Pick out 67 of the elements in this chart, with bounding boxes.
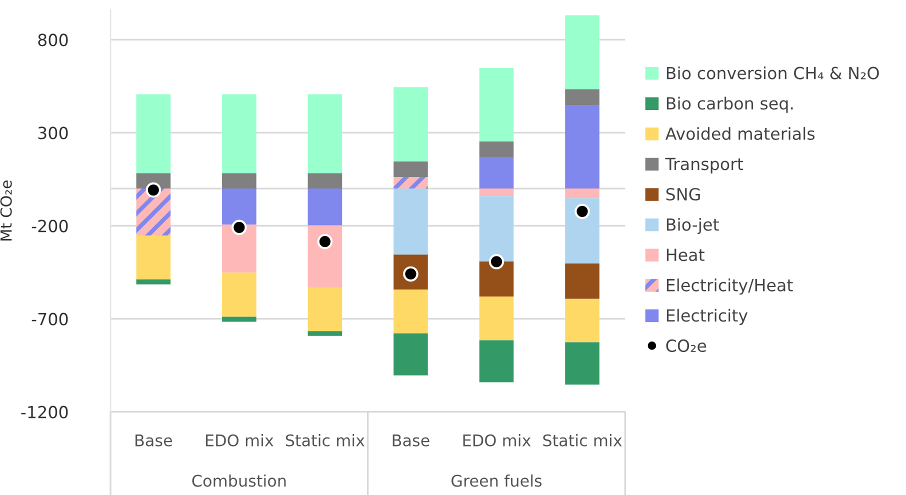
legend-label: Bio-jet — [666, 218, 719, 234]
y-tick-label: -700 — [32, 312, 68, 326]
bar — [136, 188, 171, 236]
bar — [565, 298, 600, 342]
legend-label: CO₂e — [666, 339, 706, 352]
x-tick-label: Base — [136, 434, 172, 446]
bar — [136, 94, 171, 174]
point — [232, 220, 247, 236]
legend-label: Bio conversion CH₄ & N₂O — [666, 66, 879, 80]
bar — [565, 89, 600, 105]
legend-label: Heat — [666, 248, 704, 262]
bar — [394, 290, 428, 334]
bar — [308, 173, 342, 189]
bar — [394, 177, 428, 189]
bar — [136, 279, 171, 284]
bar — [308, 188, 342, 226]
legend-label: Avoided materials — [665, 127, 815, 140]
bar — [394, 188, 428, 255]
text: Combustion — [192, 474, 286, 487]
x-tick-label: EDO mix — [206, 434, 274, 446]
bar — [222, 224, 256, 273]
y-tick-label: -1200 — [21, 406, 68, 418]
bar — [222, 272, 256, 317]
legend-label: Bio carbon seq. — [666, 96, 793, 113]
y-tick-label: 800 — [38, 34, 68, 46]
bar — [479, 158, 514, 189]
legend-label: Electricity/Heat — [666, 278, 793, 295]
bar — [479, 296, 514, 340]
bar — [308, 94, 342, 174]
bar — [479, 261, 514, 296]
point — [488, 254, 504, 270]
y-tick-label: 300 — [38, 126, 68, 140]
bar — [565, 104, 600, 189]
point — [574, 204, 590, 220]
bar — [565, 342, 600, 385]
point — [146, 182, 162, 198]
x-tick-label: Static mix — [543, 434, 622, 446]
bar — [565, 264, 600, 299]
bar — [479, 188, 514, 196]
x-tick-label: Static mix — [286, 434, 365, 446]
bar — [308, 225, 342, 288]
bar — [394, 87, 428, 162]
bar — [136, 236, 171, 280]
bar — [479, 141, 514, 158]
legend-label: Transport — [665, 158, 744, 174]
x-tick-label: Base — [392, 434, 430, 446]
bar — [394, 161, 428, 178]
bar — [222, 173, 256, 189]
legend-label: SNG — [666, 188, 700, 201]
bar — [308, 331, 342, 336]
bar — [565, 198, 600, 264]
bar — [479, 340, 514, 382]
bar — [222, 316, 256, 322]
bar — [565, 188, 600, 198]
text: Green fuels — [452, 474, 542, 487]
point — [317, 234, 333, 250]
y-tick-label: -200 — [32, 220, 68, 232]
bar — [565, 15, 600, 90]
bar — [394, 333, 428, 376]
legend-label: Electricity — [666, 308, 748, 325]
y-axis-title: Mt CO₂e — [0, 180, 12, 240]
bar — [222, 94, 256, 174]
bar — [222, 188, 256, 225]
bar — [479, 68, 514, 142]
bar — [479, 196, 514, 262]
x-tick-label: EDO mix — [463, 434, 531, 446]
bar — [308, 288, 342, 332]
